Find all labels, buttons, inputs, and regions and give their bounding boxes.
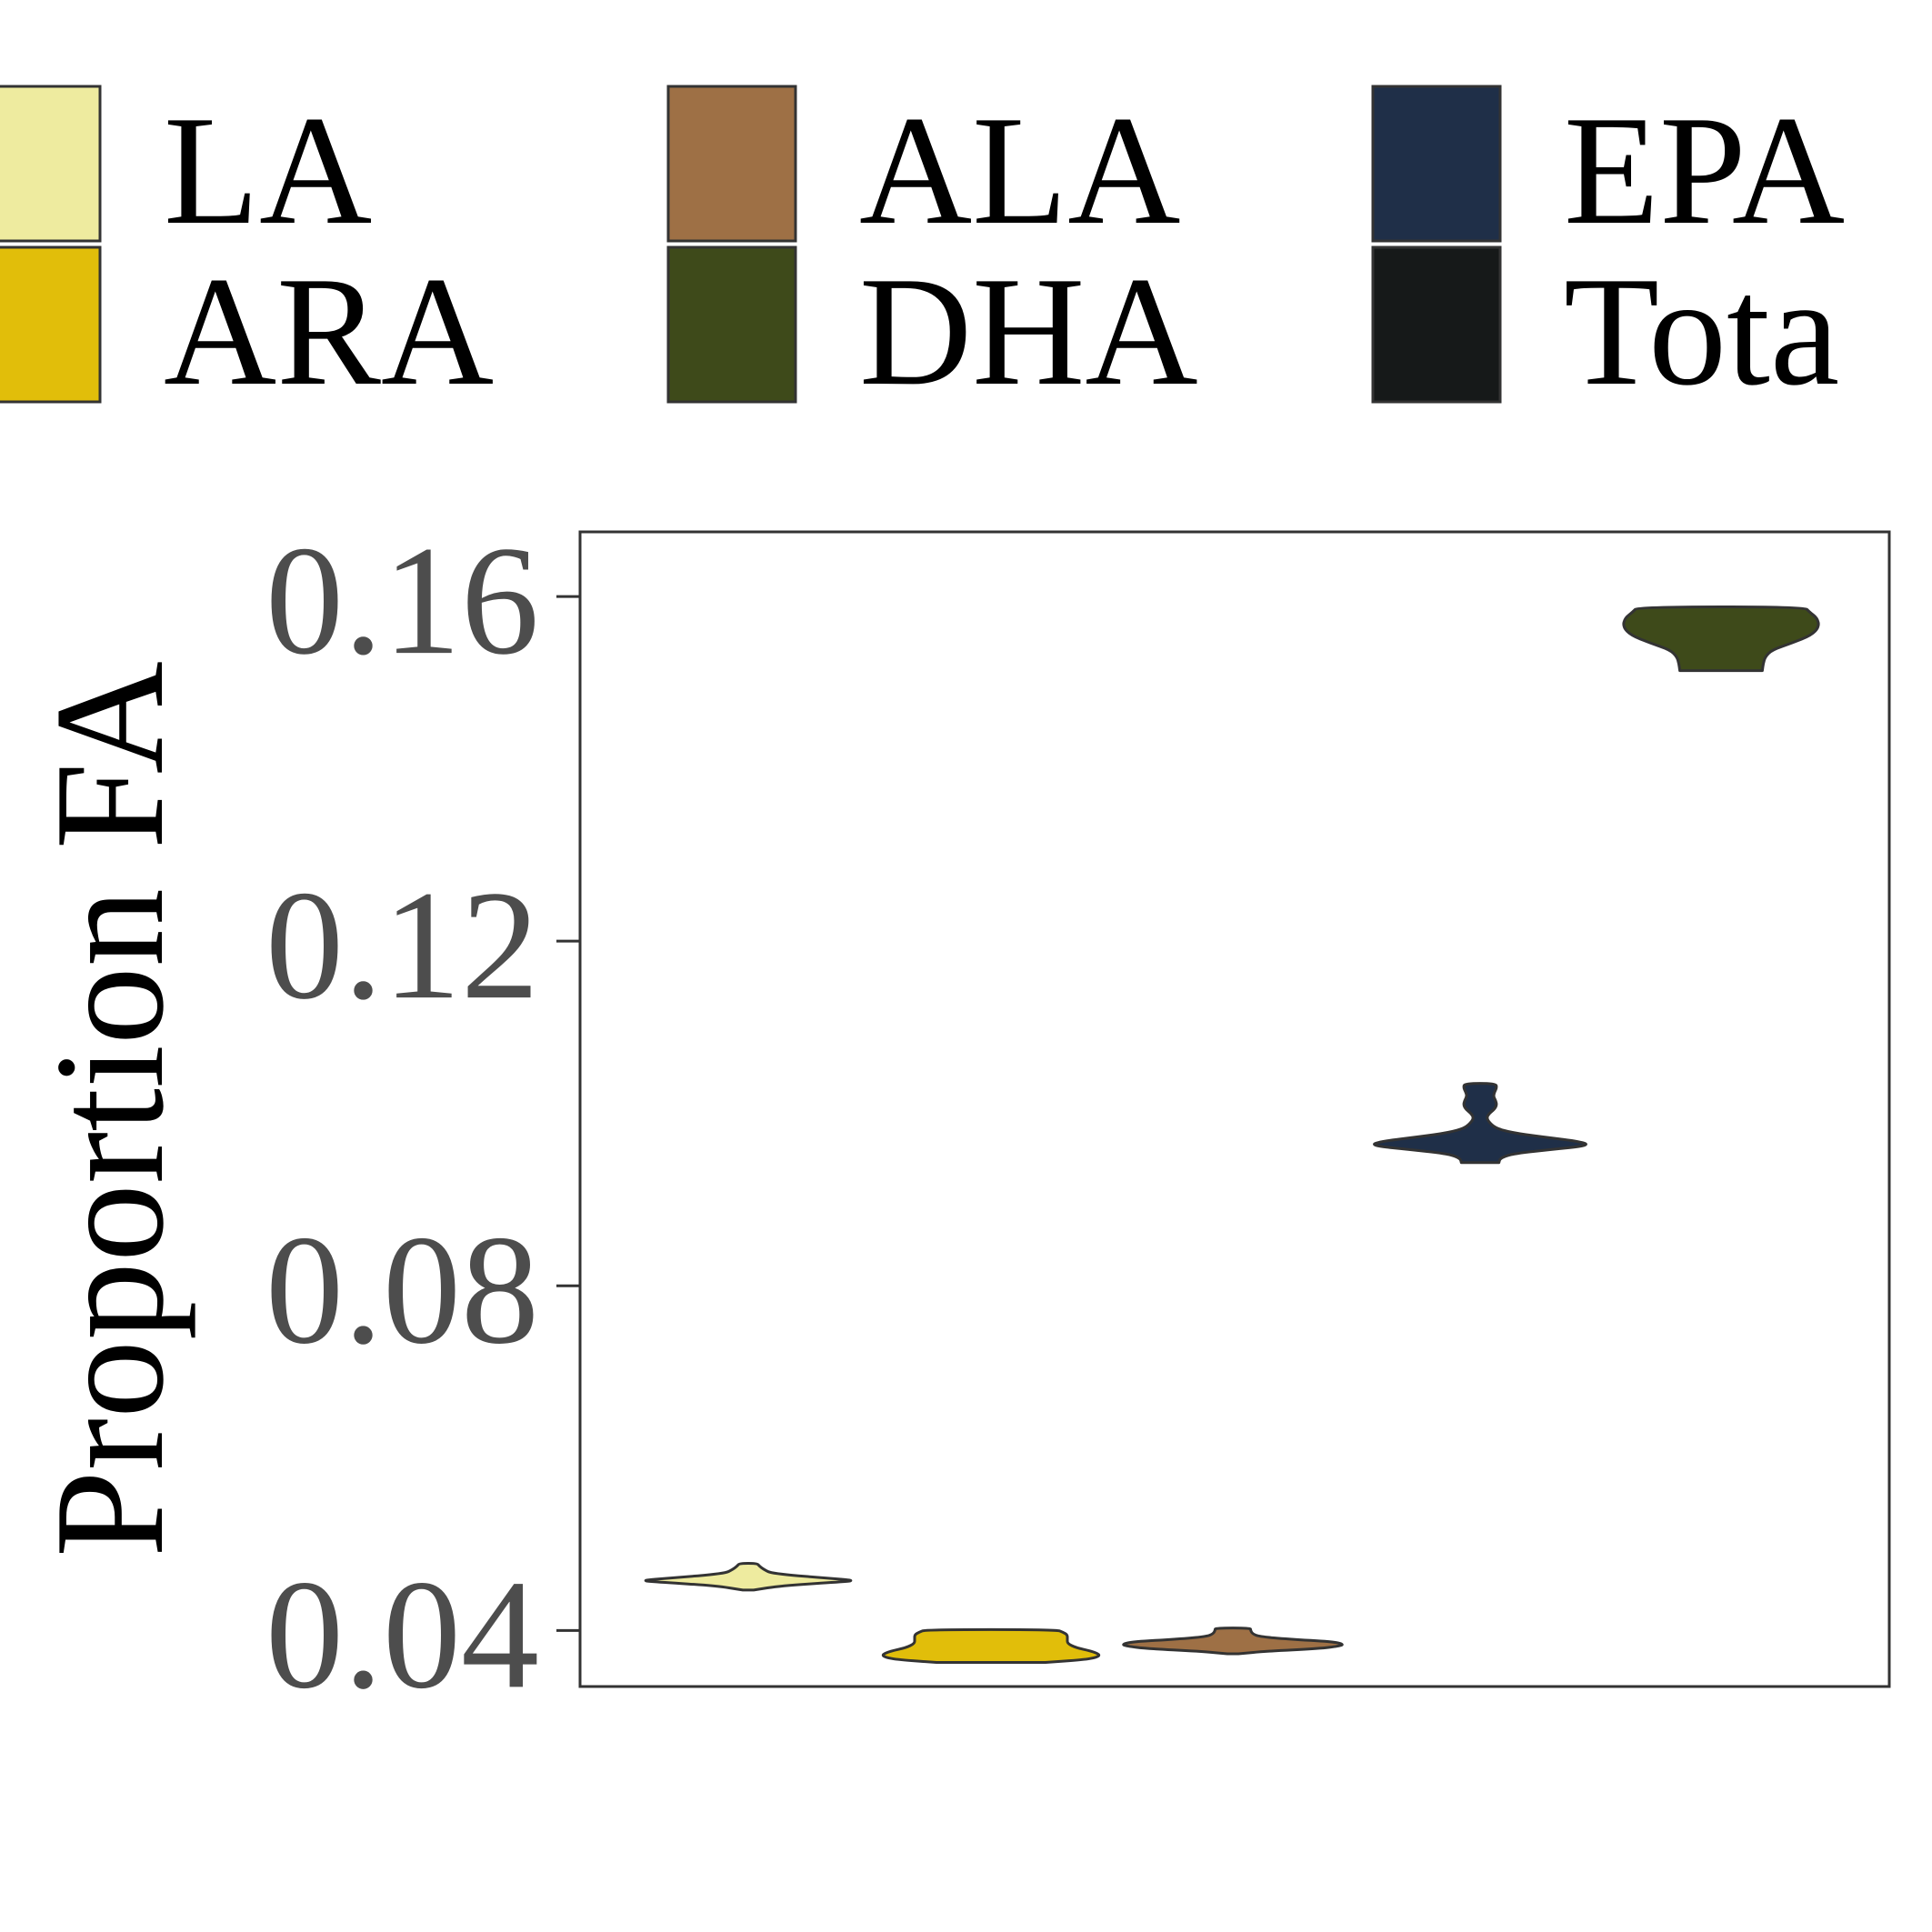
legend-key-dha [666, 245, 797, 404]
legend-label-dha: DHA [859, 245, 1198, 418]
legend-key-epa [1371, 85, 1502, 243]
legend-label-la: LA [164, 85, 372, 257]
legend-key-ala [666, 85, 797, 243]
violin-ara [881, 1627, 1101, 1664]
y-axis: 0.04 0.08 0.12 0.16 [265, 515, 580, 1721]
legend-key-ara [0, 245, 102, 404]
violin-dha [1622, 606, 1820, 673]
y-tick-label: 0.04 [265, 1548, 539, 1721]
legend-label-tota: Tota [1564, 245, 1839, 418]
y-axis-title: Proportion FA [24, 661, 196, 1557]
legend-key-tota [1371, 245, 1502, 404]
violin-ala [1122, 1627, 1344, 1656]
legend-key-la [0, 85, 102, 243]
y-tick-label: 0.08 [265, 1204, 539, 1376]
violin-epa [1373, 1082, 1587, 1165]
legend-label-ala: ALA [859, 85, 1181, 257]
legend: LA ALA EPA ARA DHA Tota [0, 85, 1845, 418]
plot-area [644, 606, 1820, 1664]
y-tick-label: 0.16 [265, 515, 539, 687]
y-tick-label: 0.12 [265, 859, 539, 1032]
violin-la [644, 1562, 853, 1592]
plot-panel-border [578, 530, 1891, 1688]
legend-label-epa: EPA [1564, 85, 1845, 257]
legend-label-ara: ARA [164, 245, 494, 418]
